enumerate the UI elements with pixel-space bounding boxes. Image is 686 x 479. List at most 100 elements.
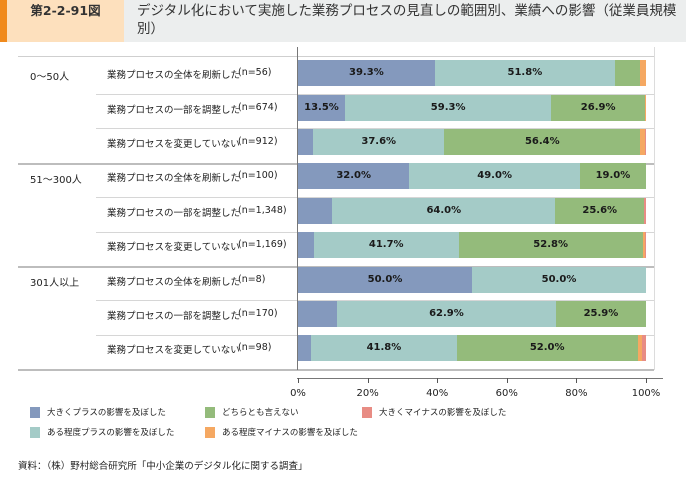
row-separator	[96, 93, 654, 95]
bar-segment	[637, 335, 643, 362]
x-axis-line	[297, 377, 663, 379]
data-label: 13.5%	[304, 101, 339, 113]
bar-segment	[336, 301, 556, 327]
x-tick-label: 60%	[495, 387, 518, 399]
bar-segment	[644, 197, 646, 224]
category-label: 業務プロセスの全体を刷新した	[107, 173, 241, 185]
x-tick-label: 100%	[631, 387, 661, 399]
category-label: 業務プロセスを変更していない	[107, 345, 240, 357]
category-label: 業務プロセスの全体を刷新した	[107, 276, 241, 288]
category-n: (n=1,169)	[238, 239, 287, 251]
bar-segment	[642, 335, 646, 362]
bar-segment	[298, 197, 333, 224]
group-separator	[18, 369, 654, 372]
bar-segment	[298, 163, 410, 190]
bar-segment	[313, 232, 459, 259]
plot-right-border	[654, 47, 655, 370]
x-tick	[437, 377, 439, 383]
table-top-border	[18, 56, 654, 57]
bar-segment	[472, 266, 646, 293]
bar-segment	[458, 232, 643, 259]
figure-title: デジタル化において実施した業務プロセスの見直しの範囲別、業績への影響（従業員規模…	[137, 3, 677, 37]
header-accent-bar	[0, 0, 7, 42]
source-note: 資料：（株）野村総合研究所「中小企業のデジタル化に関する調査」	[18, 461, 308, 472]
x-tick-label: 20%	[356, 387, 379, 399]
figure-header: 第2-2-91図 デジタル化において実施した業務プロセスの見直しの範囲別、業績へ…	[0, 0, 686, 42]
x-tick-label: 80%	[565, 387, 588, 399]
category-label: 業務プロセスの全体を刷新した	[107, 70, 241, 82]
category-label: 業務プロセスの一部を調整した	[107, 311, 241, 322]
bar-segment	[551, 94, 645, 121]
bar-segment	[298, 232, 314, 259]
legend-item: 大きくプラスの影響を及ぼした	[30, 407, 190, 419]
row-separator	[96, 334, 654, 336]
category-label: 業務プロセスを変更していない	[107, 139, 240, 150]
category-n: (n=98)	[238, 342, 272, 354]
bar-segment	[579, 163, 646, 190]
x-tick	[506, 377, 508, 383]
y-axis-line	[297, 47, 298, 370]
bar-segment	[555, 301, 646, 327]
category-label: 業務プロセスの一部を調整した	[107, 104, 241, 116]
data-label: 19.0%	[595, 170, 631, 182]
group-label: 0～50人	[30, 72, 70, 83]
bar-segment	[298, 335, 312, 362]
row-separator	[96, 197, 654, 199]
legend-label: ある程度プラスの影響を及ぼした	[47, 428, 175, 438]
legend-swatch	[205, 427, 215, 438]
figure-number: 第2-2-91図	[7, 0, 124, 42]
legend-item: どちらとも言えない	[205, 407, 365, 419]
bar-segment	[298, 60, 435, 87]
data-label: 32.0%	[336, 170, 372, 182]
bar-segment	[640, 129, 645, 155]
legend-label: 大きくマイナスの影響を及ぼした	[379, 408, 507, 418]
category-n: (n=1,348)	[238, 204, 287, 216]
category-n: (n=56)	[238, 67, 272, 79]
x-tick-label: 0%	[290, 387, 306, 399]
data-label: 50.0%	[541, 273, 577, 285]
legend-swatch	[30, 407, 40, 418]
legend-label: 大きくプラスの影響を及ぼした	[47, 408, 166, 418]
data-label: 62.9%	[429, 308, 464, 319]
data-label: 59.3%	[430, 101, 466, 113]
data-label: 41.8%	[366, 342, 402, 354]
data-label: 51.8%	[507, 67, 543, 79]
x-tick	[646, 377, 647, 383]
data-label: 25.6%	[582, 204, 618, 216]
x-tick	[367, 377, 369, 383]
bar-segment	[434, 60, 615, 87]
data-label: 41.7%	[368, 239, 404, 251]
data-label: 50.0%	[367, 273, 403, 285]
bar-segment	[555, 197, 645, 224]
bar-segment	[644, 232, 646, 259]
bar-segment	[642, 232, 645, 259]
category-label: 業務プロセスを変更していない	[107, 242, 240, 254]
x-tick	[298, 377, 299, 383]
row-separator	[96, 128, 654, 130]
category-label: 業務プロセスの一部を調整した	[107, 207, 241, 219]
row-separator	[96, 231, 654, 233]
group-label: 301人以上	[30, 278, 80, 290]
category-n: (n=8)	[238, 273, 266, 285]
legend-swatch	[362, 407, 372, 418]
legend-item: ある程度プラスの影響を及ぼした	[30, 427, 190, 439]
category-n: (n=912)	[238, 136, 278, 147]
bar-segment	[644, 129, 646, 155]
legend-label: ある程度マイナスの影響を及ぼした	[222, 428, 358, 438]
data-label: 52.8%	[533, 239, 568, 251]
data-label: 52.0%	[529, 342, 565, 354]
bar-segment	[298, 94, 345, 121]
legend-label: どちらとも言えない	[222, 408, 299, 418]
bar-segment	[332, 197, 556, 224]
bar-segment	[615, 60, 641, 87]
category-n: (n=100)	[238, 170, 278, 182]
group-label: 51～300人	[30, 175, 82, 187]
bar-segment	[409, 163, 580, 190]
data-label: 37.6%	[361, 136, 397, 147]
legend-swatch	[30, 427, 40, 438]
category-n: (n=674)	[238, 101, 278, 113]
data-label: 64.0%	[426, 204, 462, 216]
legend-swatch	[205, 407, 215, 418]
legend-item: ある程度マイナスの影響を及ぼした	[205, 427, 365, 439]
